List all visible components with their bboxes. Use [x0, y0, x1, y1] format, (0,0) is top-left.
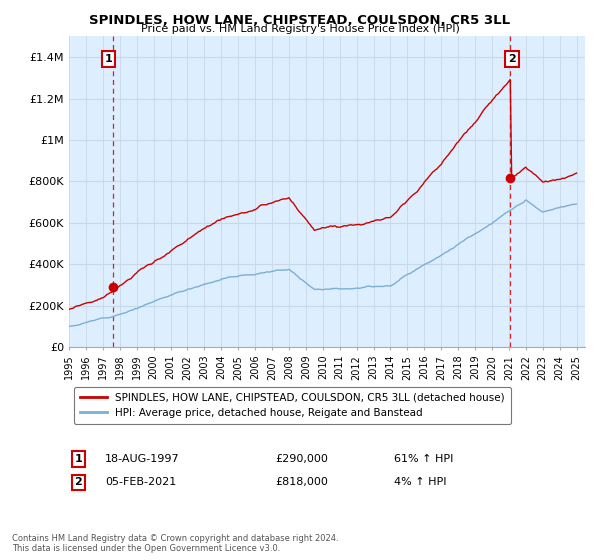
Text: 61% ↑ HPI: 61% ↑ HPI: [394, 454, 454, 464]
Text: £818,000: £818,000: [275, 477, 328, 487]
Text: Price paid vs. HM Land Registry's House Price Index (HPI): Price paid vs. HM Land Registry's House …: [140, 24, 460, 34]
Text: 05-FEB-2021: 05-FEB-2021: [105, 477, 176, 487]
Text: 2: 2: [508, 54, 516, 64]
Text: 2: 2: [74, 477, 82, 487]
Text: 1: 1: [74, 454, 82, 464]
Text: Contains HM Land Registry data © Crown copyright and database right 2024.
This d: Contains HM Land Registry data © Crown c…: [12, 534, 338, 553]
Text: 18-AUG-1997: 18-AUG-1997: [105, 454, 180, 464]
Text: 4% ↑ HPI: 4% ↑ HPI: [394, 477, 446, 487]
Text: SPINDLES, HOW LANE, CHIPSTEAD, COULSDON, CR5 3LL: SPINDLES, HOW LANE, CHIPSTEAD, COULSDON,…: [89, 14, 511, 27]
Legend: SPINDLES, HOW LANE, CHIPSTEAD, COULSDON, CR5 3LL (detached house), HPI: Average : SPINDLES, HOW LANE, CHIPSTEAD, COULSDON,…: [74, 386, 511, 424]
Text: £290,000: £290,000: [275, 454, 328, 464]
Text: 1: 1: [104, 54, 112, 64]
